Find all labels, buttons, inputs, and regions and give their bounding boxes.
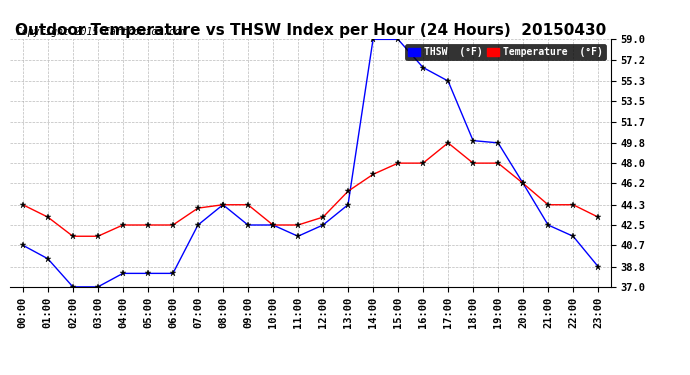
Text: Copyright 2015 Cartronics.com: Copyright 2015 Cartronics.com [17,27,187,37]
Legend: THSW  (°F), Temperature  (°F): THSW (°F), Temperature (°F) [405,44,606,60]
Title: Outdoor Temperature vs THSW Index per Hour (24 Hours)  20150430: Outdoor Temperature vs THSW Index per Ho… [15,23,606,38]
